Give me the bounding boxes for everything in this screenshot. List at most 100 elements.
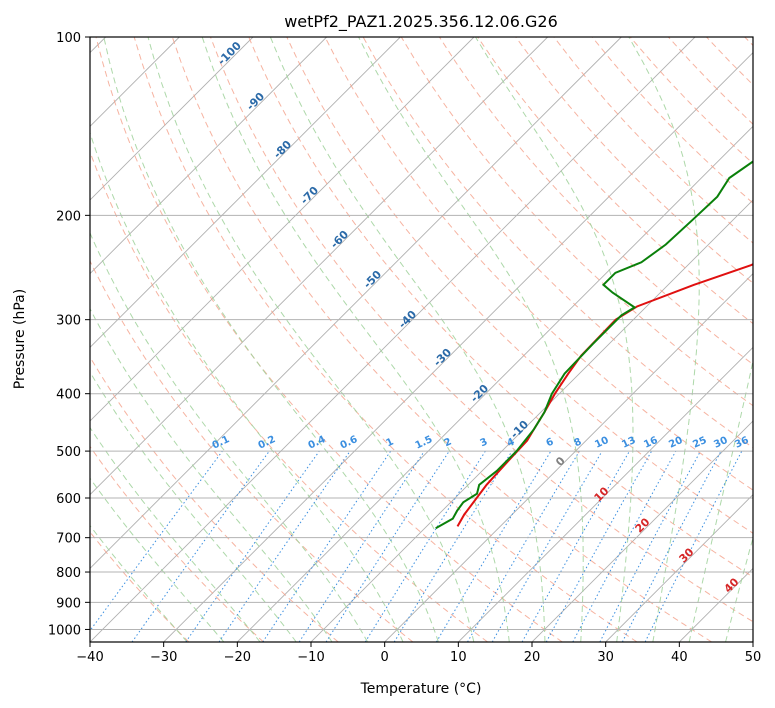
mixing-ratio-line xyxy=(644,450,743,642)
mixing-ratio-label: 4 xyxy=(505,436,516,449)
moist-adiabat-line xyxy=(90,426,261,642)
isotherm-line xyxy=(90,37,622,569)
x-tick-label: 20 xyxy=(524,650,541,665)
mixing-ratio-line xyxy=(545,450,653,642)
moist-adiabat-line xyxy=(147,37,475,642)
isotherm-line xyxy=(679,567,753,642)
moist-adiabat-line xyxy=(201,37,510,642)
x-tick-label: 0 xyxy=(381,650,389,665)
y-tick-label: 100 xyxy=(56,31,81,46)
isotherm-line xyxy=(90,37,401,348)
mixing-ratio-label: 0.2 xyxy=(257,434,278,451)
mixing-ratio-line xyxy=(435,450,552,642)
background-reference-lines xyxy=(0,37,753,642)
isotherm-line xyxy=(90,37,327,275)
dry-adiabat-label: -20 xyxy=(468,382,491,405)
y-tick-label: 200 xyxy=(56,209,81,224)
dry-adiabat-line xyxy=(90,150,488,642)
mixing-ratio-line xyxy=(185,450,320,642)
mixing-ratio-line xyxy=(325,450,450,642)
mixing-ratio-label: 13 xyxy=(620,435,637,451)
moist-adiabat-line xyxy=(269,37,546,642)
dewpoint-profile xyxy=(435,160,753,530)
mixing-ratio-line xyxy=(218,450,351,642)
dry-adiabat-label: -90 xyxy=(244,90,267,113)
mixing-ratio-label: 1.5 xyxy=(414,434,435,451)
mixing-ratio-line xyxy=(298,450,425,642)
sounding-profiles xyxy=(435,160,753,530)
mixing-ratio-label: 20 xyxy=(667,435,684,451)
reference-line-labels: -100-90-80-70-60-50-40-30-20-100.1 0.2 0.4… xyxy=(211,39,751,596)
dry-adiabat-label: -80 xyxy=(271,138,294,161)
x-tick-label: −10 xyxy=(297,650,324,665)
moist-adiabat-line xyxy=(90,524,188,642)
mixing-ratio-line xyxy=(364,450,486,642)
dry-adiabat-line xyxy=(553,37,753,244)
y-axis-ticks: 100 200 300 400 500 600 700 800 900 1000 xyxy=(48,31,90,638)
moist-adiabat-line xyxy=(90,371,297,642)
dry-adiabat-line xyxy=(515,37,753,284)
x-tick-label: 50 xyxy=(745,650,762,665)
dry-adiabat-line xyxy=(90,259,414,642)
moist-adiabat-label: 30 xyxy=(677,545,697,565)
moist-adiabat-line xyxy=(90,231,369,642)
moist-adiabat-line xyxy=(628,37,700,642)
y-tick-label: 500 xyxy=(56,445,81,460)
x-axis-ticks: −40 −30 −20 −10 0 10 20 30 40 50 xyxy=(76,642,761,665)
x-tick-label: 10 xyxy=(450,650,467,665)
isotherm-line xyxy=(605,494,753,642)
mixing-ratio-label: 2 xyxy=(442,436,453,449)
mixing-ratio-label: 16 xyxy=(642,435,659,451)
mixing-ratio-label: 10 xyxy=(593,435,610,451)
mixing-ratio-line xyxy=(90,450,223,632)
moist-adiabat-line xyxy=(358,37,584,642)
mixing-ratio-label: 30 xyxy=(712,435,729,451)
dry-adiabat-label: -70 xyxy=(298,184,321,207)
isotherm-line xyxy=(752,641,753,642)
dry-adiabat-line xyxy=(90,531,190,642)
x-tick-label: −20 xyxy=(224,650,251,665)
moist-adiabat-line xyxy=(90,477,225,642)
reference-curve xyxy=(0,37,2,642)
moist-adiabat-line xyxy=(725,536,753,642)
y-axis-label: Pressure (hPa) xyxy=(12,289,28,389)
dry-adiabat-line xyxy=(171,37,712,642)
mixing-ratio-label: 1 xyxy=(384,436,395,449)
mixing-ratio-label: 3 xyxy=(478,436,489,449)
x-tick-label: 30 xyxy=(597,650,614,665)
mixing-ratio-line xyxy=(262,450,392,642)
mixing-ratio-label: 36 xyxy=(733,435,750,451)
dry-adiabat-line xyxy=(95,37,563,642)
isotherm-line xyxy=(384,273,753,642)
dry-adiabat-line xyxy=(248,37,753,578)
mixing-ratio-line xyxy=(521,450,630,642)
dry-adiabat-label: -60 xyxy=(328,228,351,251)
y-tick-label: 300 xyxy=(56,314,81,329)
mixing-ratio-label: 25 xyxy=(691,435,708,451)
dry-adiabat-label: -100 xyxy=(215,39,244,68)
y-tick-label: 800 xyxy=(56,566,81,581)
isotherm-line xyxy=(237,125,753,642)
pressure-gridlines xyxy=(90,36,753,630)
y-tick-label: 1000 xyxy=(48,623,81,638)
plot-frame xyxy=(89,36,754,643)
moist-adiabat-line xyxy=(90,307,333,642)
dry-adiabat-line xyxy=(133,37,638,642)
dry-adiabat-line xyxy=(706,37,753,86)
y-tick-label: 400 xyxy=(56,388,81,403)
isotherm-line xyxy=(90,37,548,496)
mixing-ratio-label: 0.1 xyxy=(211,434,232,451)
chart-title: wetPf2_PAZ1.2025.356.12.06.G26 xyxy=(284,12,558,32)
dry-adiabat-label: -40 xyxy=(396,308,419,331)
moist-adiabat-label: 20 xyxy=(633,515,653,535)
dry-adiabat-line xyxy=(286,37,753,534)
dry-adiabat-line xyxy=(90,445,264,642)
moist-adiabat-line xyxy=(475,37,634,642)
mixing-ratio-line xyxy=(572,450,677,642)
temperature-profile xyxy=(456,263,753,527)
isotherm-line xyxy=(90,37,696,642)
x-tick-label: −30 xyxy=(150,650,177,665)
mixing-ratio-label: 8 xyxy=(572,436,583,449)
moist-adiabat-line xyxy=(688,358,753,642)
moist-adiabat-line xyxy=(103,37,439,642)
